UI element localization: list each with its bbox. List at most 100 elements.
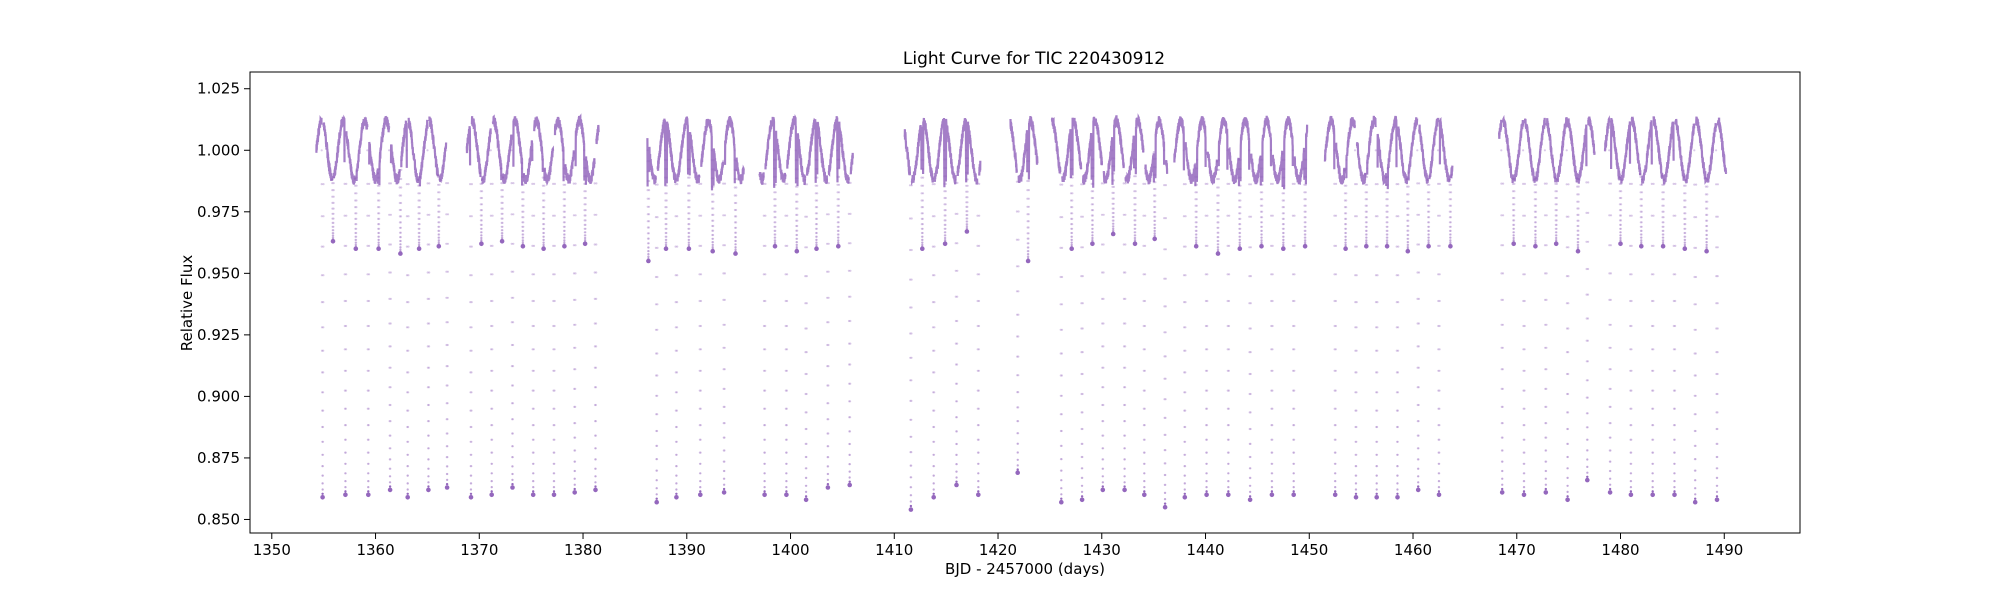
flux-point <box>428 298 430 300</box>
flux-point <box>1334 452 1336 454</box>
flux-point <box>521 167 523 169</box>
flux-point <box>1706 241 1708 243</box>
flux-point <box>1017 468 1019 470</box>
flux-point <box>1355 371 1357 373</box>
flux-point <box>1092 183 1094 185</box>
flux-point <box>1355 426 1357 428</box>
flux-point <box>1144 273 1146 275</box>
flux-point <box>1335 245 1337 247</box>
flux-point <box>532 472 534 474</box>
eclipse-points <box>976 178 981 497</box>
flux-point <box>1250 302 1252 304</box>
flux-point <box>1082 373 1084 375</box>
flux-point <box>1586 472 1588 474</box>
flux-point <box>1102 447 1104 449</box>
flux-point <box>1345 228 1347 230</box>
eclipse-points <box>1693 149 1698 504</box>
flux-point <box>1417 475 1419 477</box>
flux-point <box>522 211 524 213</box>
eclipse-points <box>762 175 767 497</box>
flux-point <box>827 456 829 458</box>
flux-point <box>428 447 430 449</box>
flux-point <box>1663 216 1665 218</box>
flux-point <box>1305 167 1307 169</box>
flux-point <box>446 483 448 485</box>
flux-point <box>911 249 913 251</box>
flux-point <box>1154 206 1156 208</box>
flux-point <box>1397 475 1399 477</box>
flux-point <box>481 190 483 192</box>
flux-point <box>446 465 448 467</box>
y-axis-label: Relative Flux <box>178 255 196 352</box>
flux-point <box>700 452 702 454</box>
eclipse-minimum-point <box>976 493 981 498</box>
flux-point <box>775 198 777 200</box>
flux-point <box>1716 491 1718 493</box>
flux-point <box>1555 239 1557 241</box>
flux-point <box>491 300 493 302</box>
flux-point <box>1228 424 1230 426</box>
flux-point <box>543 192 545 194</box>
flux-point <box>322 441 324 443</box>
flux-point <box>1081 477 1083 479</box>
flux-point <box>553 486 555 488</box>
flux-point <box>502 202 504 204</box>
flux-point <box>1082 275 1084 277</box>
flux-point <box>978 439 980 441</box>
eclipse-minimum-point <box>1163 505 1168 510</box>
flux-point <box>512 418 514 420</box>
flux-point <box>944 228 946 230</box>
flux-point <box>1578 201 1580 203</box>
flux-point <box>1154 220 1156 222</box>
flux-point <box>533 370 535 372</box>
flux-point <box>688 199 690 201</box>
flux-point <box>724 368 726 370</box>
flux-point <box>1428 198 1430 200</box>
flux-point <box>1376 391 1378 393</box>
flux-point <box>1513 209 1515 211</box>
flux-point <box>543 212 545 214</box>
flux-point <box>1071 192 1073 194</box>
flux-point <box>797 168 799 170</box>
flux-point <box>922 212 924 214</box>
flux-point <box>447 271 449 273</box>
eclipse-minimum-point <box>1122 488 1127 493</box>
flux-point <box>1439 300 1441 302</box>
flux-point <box>1501 488 1503 490</box>
flux-point <box>1250 327 1252 329</box>
flux-point <box>1418 214 1420 216</box>
flux-point <box>1716 411 1718 413</box>
eclipse-minimum-point <box>1238 246 1243 251</box>
x-tick-label: 1380 <box>564 541 602 559</box>
eclipse-points <box>1533 177 1538 249</box>
flux-point <box>1135 203 1137 205</box>
flux-point <box>1293 370 1295 372</box>
flux-point <box>849 481 851 483</box>
flux-point <box>345 408 347 410</box>
flux-point <box>554 325 556 327</box>
eclipse-minimum-point <box>814 246 819 251</box>
flux-point <box>1239 239 1241 241</box>
flux-point <box>911 279 913 281</box>
flux-point <box>827 418 829 420</box>
flux-point <box>512 465 514 467</box>
flux-point <box>1555 231 1557 233</box>
flux-point <box>1609 449 1611 451</box>
flux-point <box>1630 486 1632 488</box>
flux-point <box>1071 244 1073 246</box>
flux-point <box>1283 177 1285 179</box>
flux-point <box>1366 233 1368 235</box>
flux-point <box>666 199 668 201</box>
flux-point <box>491 463 493 465</box>
flux-point <box>1017 432 1019 434</box>
flux-point <box>1567 495 1569 497</box>
flux-point <box>1620 203 1622 205</box>
eclipse-points <box>1608 149 1613 495</box>
flux-point <box>1397 410 1399 412</box>
flux-point <box>1620 214 1622 216</box>
flux-point <box>1610 299 1612 301</box>
flux-point <box>1103 214 1105 216</box>
flux-point <box>512 321 514 323</box>
flux-point <box>418 244 420 246</box>
flux-point <box>523 174 525 176</box>
